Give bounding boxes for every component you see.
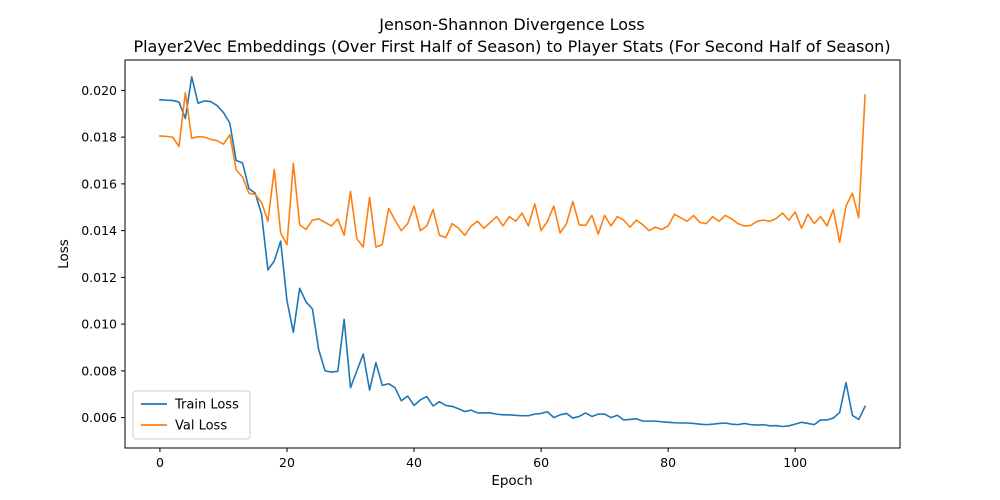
x-tick-label: 20 — [279, 455, 295, 470]
y-tick-label: 0.008 — [81, 363, 117, 378]
legend: Train Loss Val Loss — [132, 390, 251, 440]
y-tick-label: 0.014 — [81, 223, 117, 238]
plot-background — [125, 60, 900, 448]
series-line-val-loss — [159, 91, 866, 248]
chart-subtitle: Player2Vec Embeddings (Over First Half o… — [133, 37, 890, 56]
y-tick-label: 0.018 — [81, 130, 117, 145]
x-axis-label: Epoch — [491, 473, 532, 489]
x-tick-label: 60 — [533, 455, 549, 470]
y-tick-label: 0.010 — [81, 317, 117, 332]
y-axis-label: Loss — [56, 239, 72, 269]
plot-area — [125, 60, 900, 448]
legend-box — [132, 390, 251, 440]
x-tick-label: 100 — [783, 455, 807, 470]
y-tick-label: 0.012 — [81, 270, 117, 285]
x-tick-label: 0 — [156, 455, 164, 470]
y-tick-label: 0.020 — [81, 83, 117, 98]
x-tick-label: 40 — [406, 455, 422, 470]
axes-frame — [124, 59, 901, 449]
chart-title: Jenson-Shannon Divergence Loss — [378, 15, 644, 34]
axes-layer: 0 20 40 60 80 100 0.006 0.008 0.010 0.012 0.014 0.0… — [81, 59, 901, 470]
y-tick-label: 0.016 — [81, 176, 117, 191]
series-layer — [159, 76, 867, 428]
x-tick-label: 80 — [660, 455, 676, 470]
series-line-train-loss — [159, 76, 867, 428]
legend-label-val-loss: Val Loss — [175, 419, 227, 434]
y-tick-label: 0.006 — [81, 410, 117, 425]
legend-label-train-loss: Train Loss — [174, 398, 239, 413]
